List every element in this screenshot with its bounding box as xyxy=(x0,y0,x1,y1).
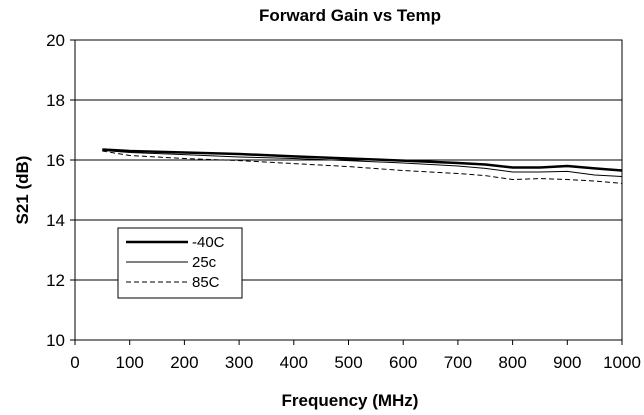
x-tick-label-5: 500 xyxy=(334,353,362,372)
x-tick-label-3: 300 xyxy=(225,353,253,372)
x-tick-label-8: 800 xyxy=(498,353,526,372)
legend-label-0: -40C xyxy=(192,234,225,251)
x-tick-label-1: 100 xyxy=(116,353,144,372)
legend-box xyxy=(117,227,243,299)
legend-label-1: 25c xyxy=(192,254,217,271)
series-line-1 xyxy=(102,149,623,177)
x-tick-label-9: 900 xyxy=(553,353,581,372)
y-tick-label-1: 12 xyxy=(46,271,65,290)
y-tick-label-5: 20 xyxy=(46,31,65,50)
x-tick-label-7: 700 xyxy=(444,353,472,372)
series-line-0 xyxy=(102,148,623,172)
y-tick-label-3: 16 xyxy=(46,151,65,170)
x-tick-label-10: 1000 xyxy=(603,353,641,372)
x-tick-label-2: 200 xyxy=(170,353,198,372)
y-axis-title: S21 (dB) xyxy=(13,156,32,225)
x-tick-label-0: 0 xyxy=(70,353,79,372)
x-tick-label-4: 400 xyxy=(280,353,308,372)
legend: -40C 25c 85C xyxy=(117,227,243,299)
y-tick-label-2: 14 xyxy=(46,211,65,230)
series-line-2 xyxy=(102,150,623,184)
chart-title: Forward Gain vs Temp xyxy=(259,6,441,25)
legend-label-2: 85C xyxy=(192,274,220,291)
x-tick-label-6: 600 xyxy=(389,353,417,372)
y-tick-label-4: 18 xyxy=(46,91,65,110)
y-tick-label-0: 10 xyxy=(46,331,65,350)
x-axis-title: Frequency (MHz) xyxy=(282,391,419,410)
